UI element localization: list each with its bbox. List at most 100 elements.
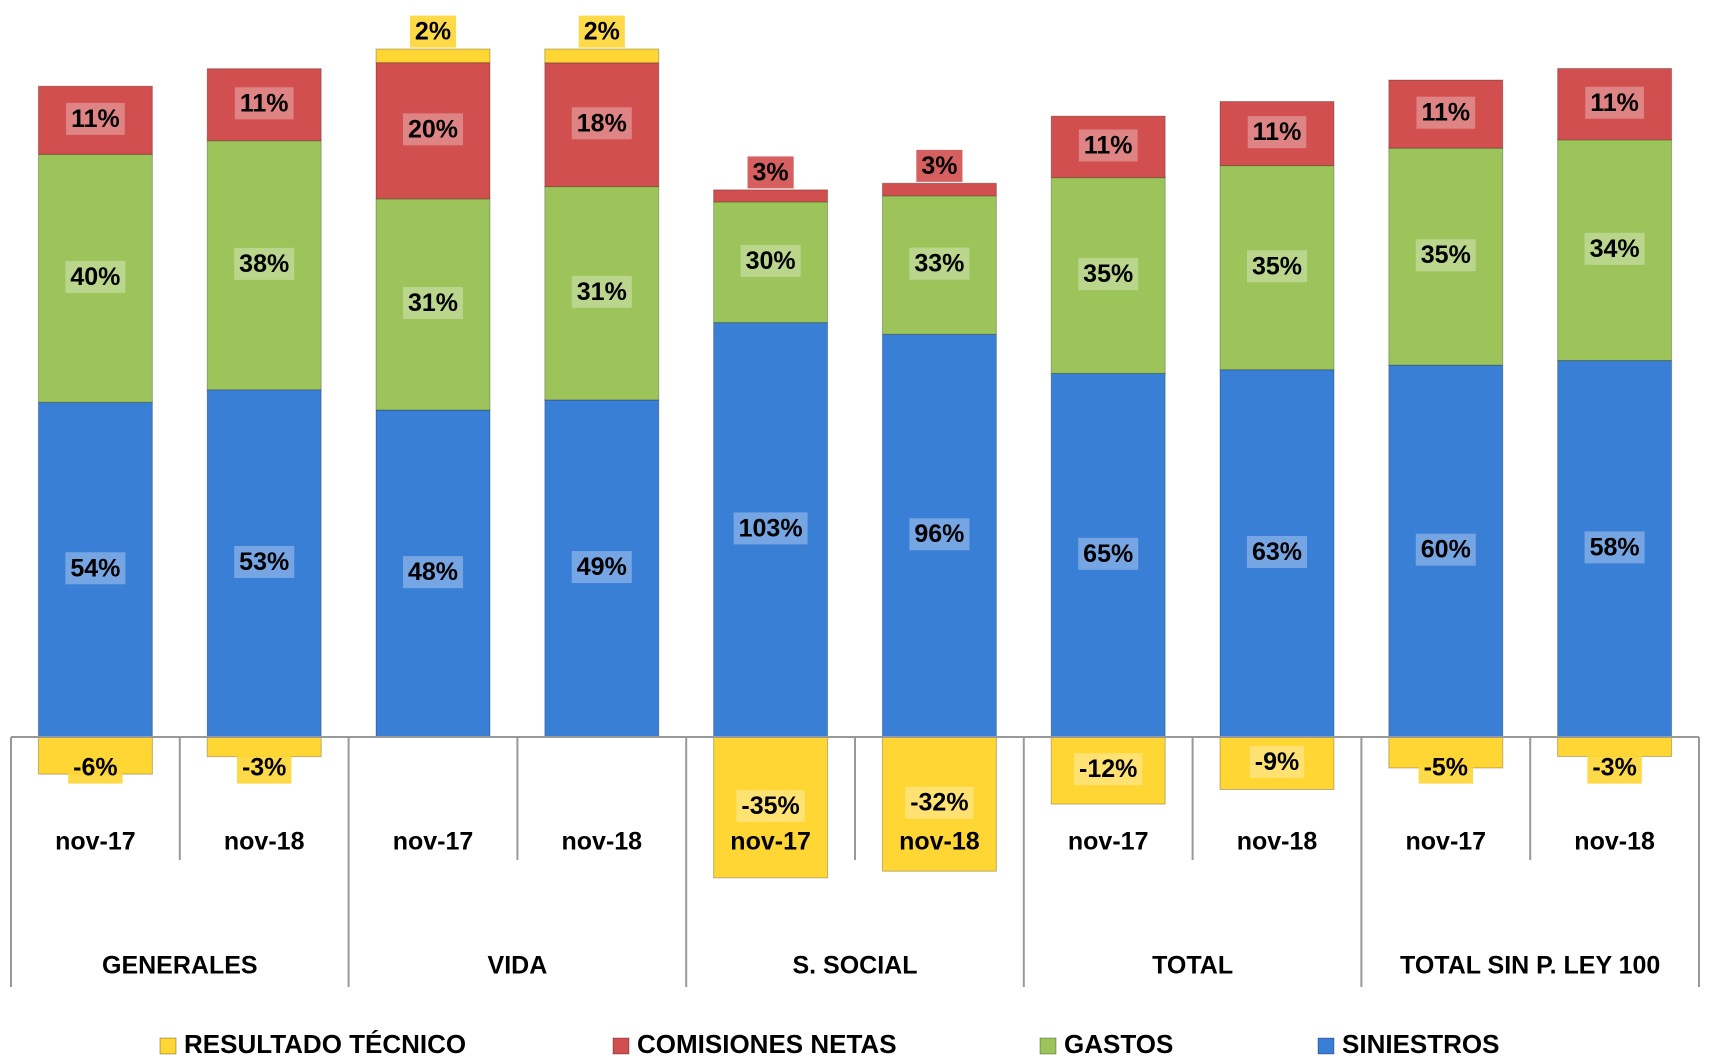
data-label-bg xyxy=(68,751,123,784)
legend-swatch xyxy=(1039,1037,1057,1055)
data-label-bg xyxy=(905,786,974,819)
data-label: 63% xyxy=(1252,538,1302,566)
group-label: TOTAL xyxy=(1152,952,1233,980)
bar-segment xyxy=(206,389,322,738)
data-label-bg xyxy=(1246,250,1308,283)
data-label-bg xyxy=(740,244,801,277)
data-label-bg xyxy=(578,15,625,48)
data-label-bg xyxy=(1249,745,1305,778)
data-label: 30% xyxy=(746,247,796,275)
bar-segment xyxy=(1219,100,1335,167)
bar-segment xyxy=(1557,360,1673,738)
data-label-bg xyxy=(1247,116,1307,149)
data-label-bg xyxy=(66,102,125,135)
bar-segment xyxy=(881,195,997,335)
bar-segment xyxy=(1388,79,1504,149)
data-label-bg xyxy=(1078,537,1139,570)
bar-segment xyxy=(1050,177,1166,374)
bar-segment xyxy=(375,48,491,64)
data-label-bg xyxy=(1415,533,1476,566)
bar-segment xyxy=(375,409,491,738)
bar-segment xyxy=(544,186,660,401)
x-tick-label: nov-18 xyxy=(224,828,305,856)
bar-segment xyxy=(1388,364,1504,738)
data-label: 60% xyxy=(1421,536,1471,564)
data-label: 34% xyxy=(1590,235,1640,263)
data-label-bg xyxy=(571,107,632,140)
legend-label: SINIESTROS xyxy=(1342,1029,1499,1059)
data-label: 2% xyxy=(415,18,451,46)
data-label: 2% xyxy=(584,18,620,46)
x-tick-label: nov-17 xyxy=(1068,828,1149,856)
data-label-bg xyxy=(65,260,126,293)
data-label: 96% xyxy=(914,520,964,548)
bar-segment xyxy=(713,189,829,203)
bar-segment xyxy=(713,322,829,738)
legend-swatch xyxy=(612,1037,630,1055)
x-tick-label: nov-18 xyxy=(899,828,980,856)
data-label-bg xyxy=(733,512,808,545)
data-label-bg xyxy=(234,545,295,578)
bar-segment xyxy=(1050,372,1166,738)
bar-segment xyxy=(1050,115,1166,179)
bar-segment xyxy=(1557,67,1673,141)
data-label-bg xyxy=(1587,751,1642,784)
x-tick-label: nov-18 xyxy=(1237,828,1318,856)
x-tick-label: nov-17 xyxy=(55,828,136,856)
legend-swatch xyxy=(1317,1037,1335,1055)
data-label: -6% xyxy=(73,754,117,782)
data-label-bg xyxy=(1078,258,1139,291)
data-label-bg xyxy=(1246,535,1308,568)
data-label: 31% xyxy=(408,289,458,317)
data-label-bg xyxy=(571,275,632,308)
data-label: 54% xyxy=(70,554,120,582)
data-label: 11% xyxy=(240,89,289,117)
bar-segment xyxy=(881,736,997,872)
group-label: VIDA xyxy=(488,952,548,980)
bar-segment xyxy=(37,401,153,738)
data-label: 35% xyxy=(1083,260,1133,288)
bar-segment xyxy=(1219,165,1335,371)
data-label: 58% xyxy=(1590,533,1640,561)
data-label-bg xyxy=(1584,531,1645,564)
data-label: -3% xyxy=(1592,754,1636,782)
legend-label: COMISIONES NETAS xyxy=(637,1029,897,1059)
data-label: 38% xyxy=(239,250,289,278)
data-label-bg xyxy=(236,751,292,784)
data-label: 33% xyxy=(914,250,964,278)
data-label-bg xyxy=(65,552,126,585)
data-label: 103% xyxy=(739,514,803,542)
bar-segment xyxy=(544,62,660,188)
data-label-bg xyxy=(747,156,794,189)
data-label-bg xyxy=(1416,96,1476,129)
group-label: GENERALES xyxy=(102,952,258,980)
data-label: 11% xyxy=(1253,118,1302,146)
data-label: 3% xyxy=(753,158,789,186)
bar-segment xyxy=(37,85,153,155)
x-tick-label: nov-18 xyxy=(562,828,643,856)
data-label: 3% xyxy=(921,152,957,180)
x-tick-label: nov-17 xyxy=(393,828,474,856)
data-label: -5% xyxy=(1424,754,1468,782)
bar-segment xyxy=(544,48,660,64)
data-label-bg xyxy=(402,556,464,589)
legend-label: RESULTADO TÉCNICO xyxy=(184,1029,466,1059)
bar-segment xyxy=(1557,139,1673,362)
x-tick-label: nov-17 xyxy=(1406,828,1487,856)
bar-segment xyxy=(713,736,829,879)
data-label-bg xyxy=(402,287,464,320)
data-label-bg xyxy=(571,551,632,584)
data-label-bg xyxy=(1074,753,1143,786)
data-label-bg xyxy=(234,87,294,120)
data-label: 35% xyxy=(1421,241,1471,269)
bar-segment xyxy=(881,182,997,197)
data-label: -32% xyxy=(910,789,968,817)
data-label: 11% xyxy=(1421,99,1470,127)
data-label-bg xyxy=(909,518,970,551)
data-label-bg xyxy=(402,113,464,146)
data-label-bg xyxy=(1078,129,1138,162)
data-label: -35% xyxy=(741,792,799,820)
legend-swatch xyxy=(159,1037,177,1055)
data-label: 11% xyxy=(1590,89,1639,117)
